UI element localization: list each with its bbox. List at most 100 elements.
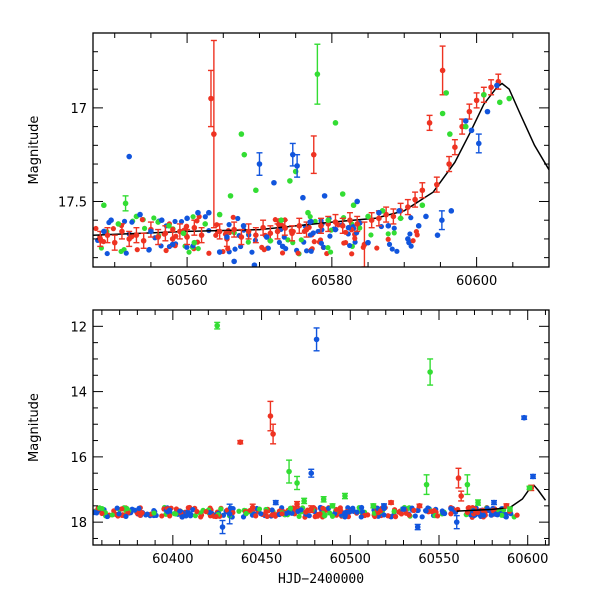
data-point-red: [104, 226, 111, 244]
data-point-red: [361, 221, 368, 267]
data-point-blue: [271, 179, 277, 186]
data-point-blue: [307, 219, 313, 225]
data-point-blue: [158, 217, 165, 223]
background-point: [499, 512, 505, 518]
data-point-blue: [240, 223, 247, 229]
background-point: [423, 508, 429, 514]
background-point: [391, 508, 397, 515]
data-point-blue: [256, 152, 263, 176]
model-curve: [456, 484, 547, 512]
data-point-green: [365, 213, 371, 220]
background-point: [408, 215, 414, 221]
data-point-green: [506, 506, 513, 512]
data-point-blue: [396, 208, 402, 214]
data-point-blue: [453, 514, 460, 530]
y-tick-label: 16: [70, 451, 87, 466]
background-point: [269, 507, 275, 513]
data-point-blue: [206, 209, 212, 216]
background-point: [179, 514, 185, 520]
data-point-blue: [279, 243, 286, 250]
background-point: [123, 250, 129, 256]
background-point: [144, 511, 150, 517]
background-point: [139, 217, 145, 223]
data-point-green: [227, 193, 234, 199]
data-point-red: [404, 198, 411, 216]
background-point: [134, 247, 140, 253]
data-point-blue: [521, 414, 528, 421]
data-point-blue: [494, 82, 500, 89]
background-point: [385, 236, 391, 242]
data-point-green: [464, 474, 471, 496]
x-axis: 60560 60580 60600: [114, 33, 550, 289]
x-tick-label: 60450: [241, 552, 282, 567]
data-point-red: [488, 79, 495, 96]
data-point-blue: [137, 211, 143, 218]
background-point: [121, 218, 128, 224]
background-point: [129, 219, 135, 225]
data-point-green: [447, 131, 453, 137]
data-point-blue: [108, 217, 114, 223]
background-point: [269, 512, 275, 518]
data-point-red: [426, 114, 433, 132]
data-point-red: [210, 39, 217, 229]
data-point-red: [451, 139, 458, 156]
data-point-green: [267, 237, 274, 244]
background-point: [194, 508, 200, 515]
background-point: [354, 509, 360, 515]
data-point-blue: [462, 118, 469, 124]
data-point-blue: [414, 523, 421, 531]
background-point: [151, 215, 157, 221]
data-point-blue: [475, 133, 482, 154]
background-point: [327, 249, 334, 255]
background-point: [307, 232, 313, 238]
background-point: [342, 514, 348, 520]
data-point-red: [318, 217, 324, 235]
x-axis: 60400 60450 60500 60550 60600: [101, 310, 548, 567]
background-point: [312, 218, 318, 224]
background-point: [346, 509, 352, 515]
background-point: [391, 230, 397, 236]
background-point: [167, 513, 173, 519]
data-point-blue: [216, 249, 223, 255]
data-point-red: [466, 103, 473, 120]
background-point: [358, 514, 364, 520]
data-point-blue: [169, 241, 176, 248]
background-point: [325, 505, 332, 511]
data-point-red: [473, 92, 480, 109]
background-point: [371, 510, 377, 516]
data-point-green: [191, 239, 198, 246]
background-point: [279, 250, 286, 256]
background-point: [419, 514, 425, 520]
background-point: [119, 506, 125, 512]
background-point: [439, 508, 445, 514]
data-point-green: [427, 358, 434, 386]
data-point-blue: [313, 327, 320, 352]
background-point: [279, 511, 285, 517]
background-point: [139, 510, 145, 516]
background-point: [308, 248, 314, 254]
data-point-red: [162, 225, 169, 242]
data-point-red: [126, 230, 133, 248]
background-point: [359, 509, 366, 515]
data-point-red: [455, 467, 462, 489]
background-point: [214, 222, 220, 228]
background-point: [114, 505, 120, 511]
background-point: [132, 507, 138, 513]
data-point-green: [216, 211, 223, 218]
data-point-red: [118, 223, 125, 240]
background-point: [203, 509, 209, 515]
background-point: [245, 239, 251, 245]
data-point-green: [286, 459, 293, 484]
background-point: [374, 245, 380, 251]
data-point-red: [155, 228, 162, 246]
data-point-red: [97, 230, 104, 248]
data-point-green: [305, 209, 311, 216]
data-point-red: [433, 176, 440, 193]
background-point: [226, 222, 232, 228]
x-tick-label: 60500: [330, 552, 371, 567]
background-point: [109, 512, 115, 518]
data-point-green: [329, 503, 336, 509]
data-point-red: [458, 490, 465, 502]
background-point: [213, 513, 219, 520]
